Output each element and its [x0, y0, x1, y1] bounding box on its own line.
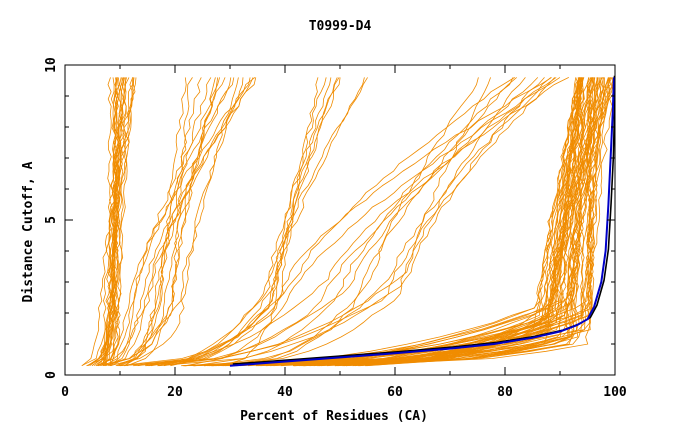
series-line	[222, 77, 552, 367]
series-line	[183, 77, 599, 367]
series-line	[108, 77, 127, 366]
series-line	[103, 77, 226, 367]
series-line	[203, 77, 579, 367]
series-line	[317, 77, 612, 367]
x-tick-label: 40	[277, 385, 293, 400]
series-line	[150, 77, 340, 367]
series-line	[115, 77, 212, 367]
series-line	[118, 77, 332, 367]
series-line	[95, 77, 254, 367]
x-tick-label: 0	[61, 385, 69, 400]
series-line	[170, 77, 327, 367]
series-layer	[81, 77, 615, 367]
series-line	[109, 77, 134, 366]
series-line	[227, 77, 514, 367]
series-line	[221, 77, 479, 367]
y-axis-ticks: 0 5 10	[44, 57, 615, 379]
series-line	[111, 77, 251, 367]
highlight-series-line	[229, 77, 615, 367]
series-line	[359, 77, 584, 367]
series-line	[107, 77, 257, 367]
series-line	[224, 77, 581, 367]
series-line	[210, 77, 594, 367]
series-line	[366, 77, 611, 367]
series-line	[192, 77, 582, 367]
series-line	[183, 77, 595, 367]
series-line	[102, 77, 118, 366]
series-line	[119, 77, 555, 367]
series-line	[158, 77, 545, 367]
series-line	[91, 77, 119, 367]
x-axis-ticks: 0 20 40 60 80 100	[61, 65, 627, 400]
x-tick-label: 80	[497, 385, 513, 400]
series-line	[335, 77, 602, 367]
y-tick-label: 5	[44, 216, 59, 224]
series-line	[81, 77, 133, 367]
series-line	[137, 77, 515, 367]
series-line	[163, 77, 319, 367]
x-tick-label: 60	[387, 385, 403, 400]
series-line	[148, 77, 368, 367]
chart-title: T0999-D4	[309, 19, 372, 34]
y-tick-label: 0	[44, 371, 59, 379]
series-line	[100, 77, 256, 367]
series-line	[357, 77, 580, 367]
series-line	[302, 77, 599, 367]
series-line	[97, 77, 216, 367]
series-line	[110, 77, 235, 366]
series-line	[194, 77, 517, 367]
series-line	[126, 77, 193, 367]
x-tick-label: 20	[167, 385, 183, 400]
series-line	[185, 77, 561, 367]
series-line	[100, 77, 113, 366]
series-line	[148, 77, 338, 367]
y-axis-label: Distance Cutoff, A	[21, 161, 36, 302]
series-line	[89, 77, 125, 367]
series-line	[116, 77, 219, 367]
series-line	[133, 77, 491, 367]
x-tick-label: 100	[603, 385, 627, 400]
series-line	[104, 77, 137, 366]
x-axis-label: Percent of Residues (CA)	[240, 409, 428, 424]
highlight-layer	[229, 75, 616, 367]
series-line	[124, 77, 569, 367]
series-line	[257, 77, 585, 367]
series-line	[193, 77, 581, 367]
series-line	[119, 77, 202, 367]
series-line	[109, 77, 239, 367]
series-line	[273, 77, 583, 367]
series-line	[309, 77, 603, 367]
series-line	[294, 77, 610, 367]
y-tick-label: 10	[44, 57, 59, 73]
series-line	[218, 77, 526, 367]
series-line	[105, 77, 220, 367]
series-line	[145, 77, 539, 367]
series-line	[326, 77, 581, 367]
series-line	[124, 77, 232, 367]
series-line	[93, 77, 125, 367]
series-line	[334, 77, 598, 367]
series-line	[123, 77, 187, 367]
